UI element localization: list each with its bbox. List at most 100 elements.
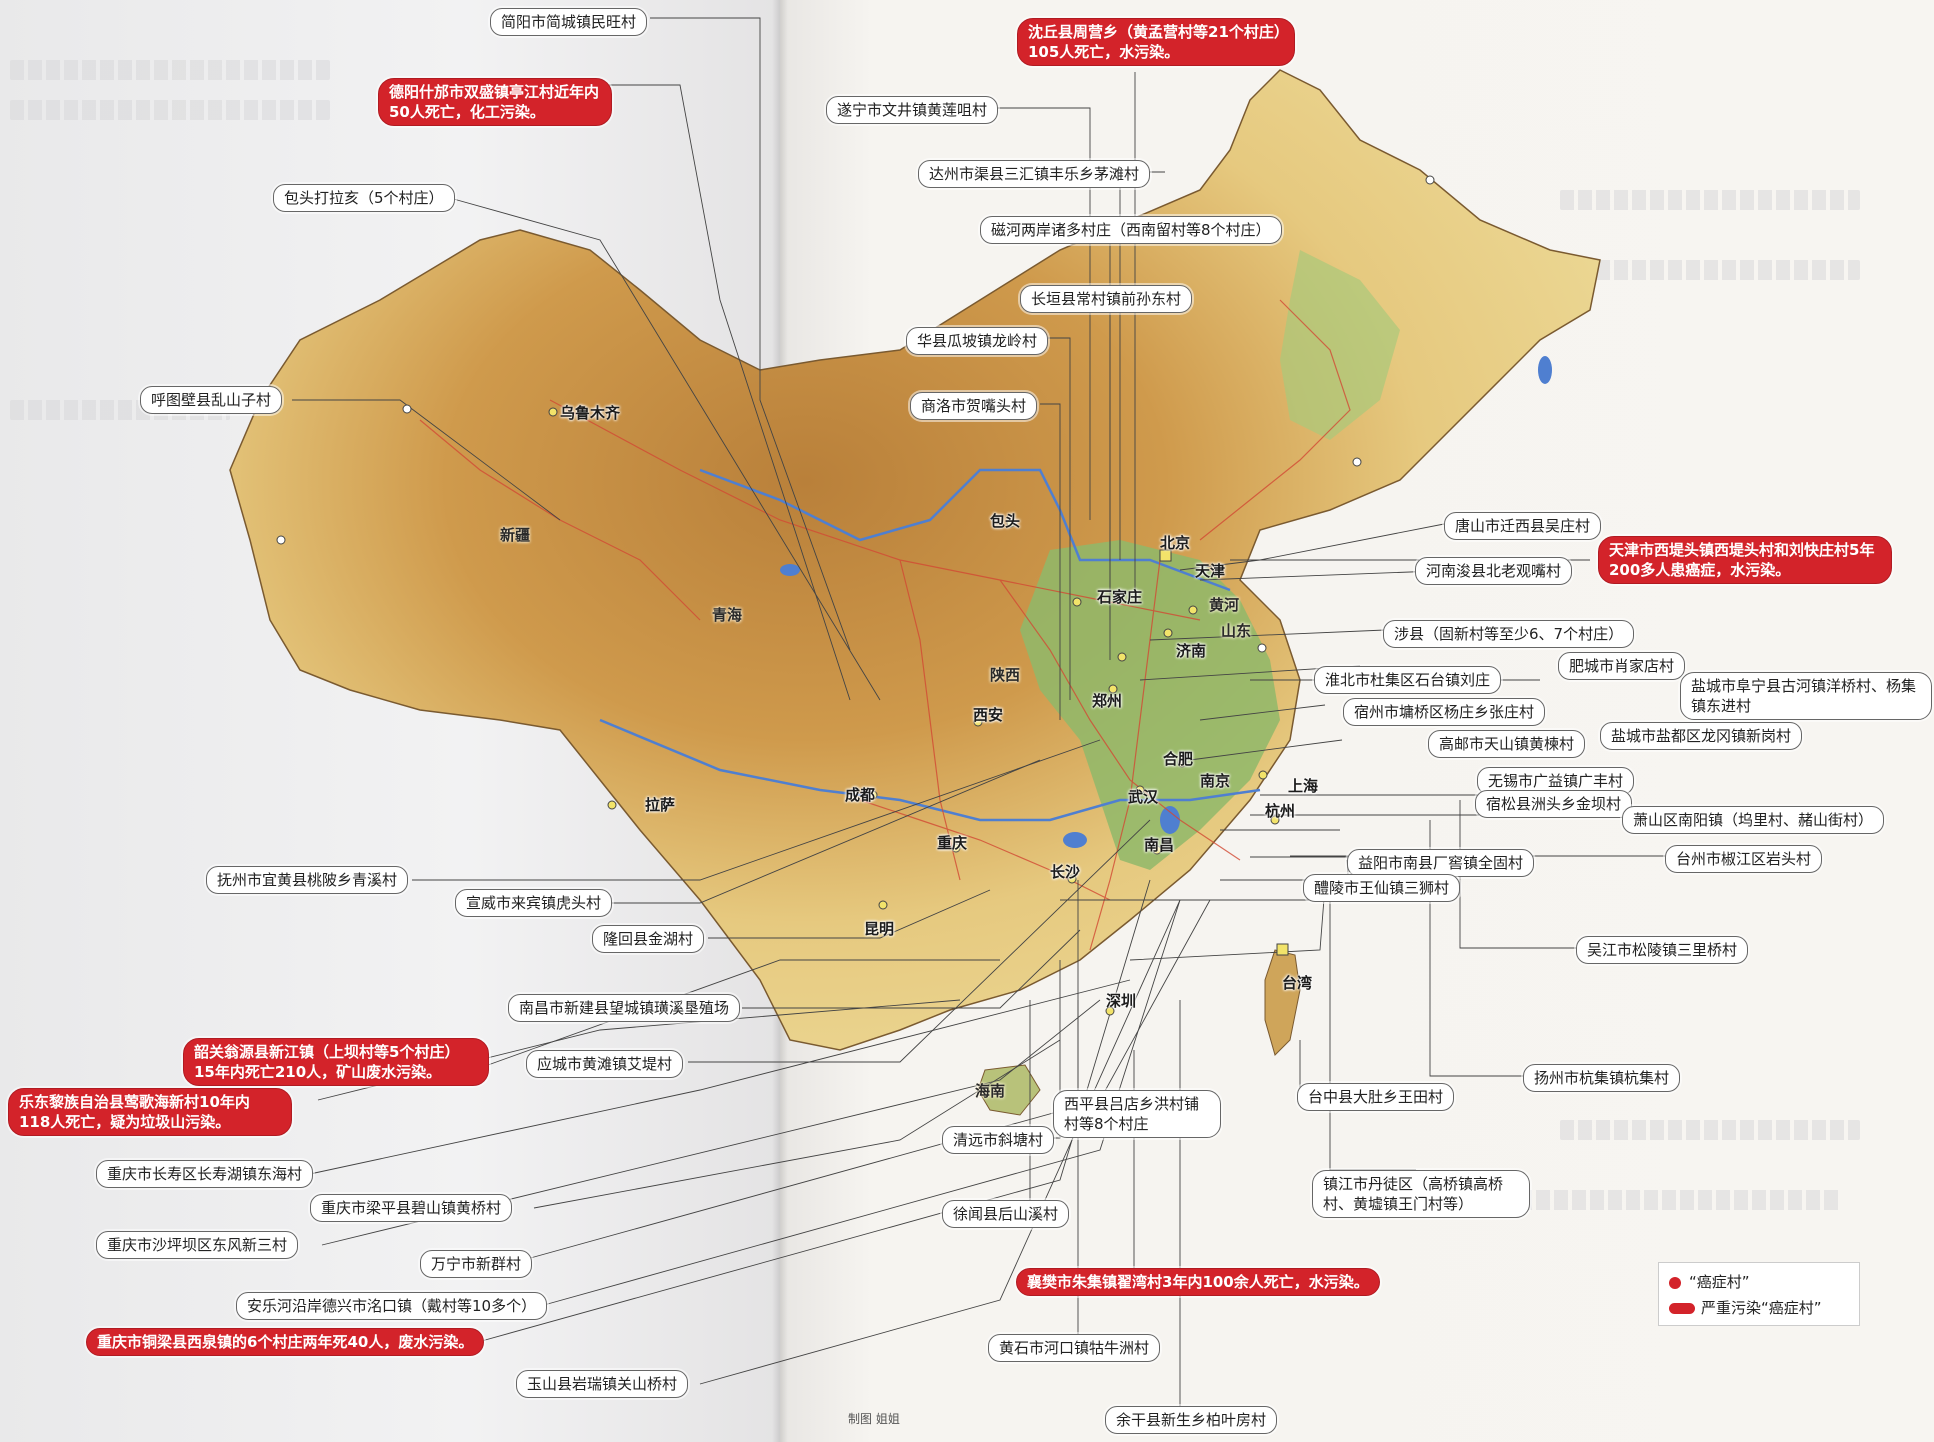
city-label-shanghai: 上海 bbox=[1288, 777, 1319, 795]
legend-item-severe-cancer-village: 严重污染“癌症村” bbox=[1669, 1297, 1822, 1318]
eastern-plain bbox=[1020, 540, 1280, 870]
callout-label: 遂宁市文井镇黄莲咀村 bbox=[826, 96, 999, 124]
callout-label: 盐城市盐都区龙冈镇新岗村 bbox=[1600, 722, 1803, 750]
callout-label: 南昌市新建县望城镇璜溪垦殖场 bbox=[508, 994, 741, 1022]
city-label-nanchang: 南昌 bbox=[1144, 836, 1175, 854]
callout-label-severe: 乐东黎族自治县莺歌海新村10年内118人死亡，疑为垃圾山污染。 bbox=[8, 1088, 292, 1136]
callout-label: 黄石市河口镇牯牛洲村 bbox=[988, 1334, 1161, 1362]
callout-label: 河南浚县北老观嘴村 bbox=[1415, 557, 1573, 585]
callout-label: 镇江市丹徒区（高桥镇高桥村、黄墟镇王门村等） bbox=[1312, 1170, 1530, 1218]
callout-label-severe: 德阳什邡市双盛镇亭江村近年内50人死亡，化工污染。 bbox=[378, 78, 612, 126]
yellow-river bbox=[699, 468, 1231, 592]
city-markers bbox=[548, 407, 1280, 1016]
background-text bbox=[1560, 1120, 1860, 1140]
village-markers bbox=[276, 175, 1435, 653]
dongting-lake bbox=[1063, 832, 1087, 848]
callout-label: 隆回县金湖村 bbox=[592, 925, 705, 953]
city-label-shenzhen: 深圳 bbox=[1106, 992, 1137, 1010]
callout-label: 扬州市杭集镇杭集村 bbox=[1523, 1064, 1681, 1092]
callout-label: 玉山县岩瑞镇关山桥村 bbox=[516, 1370, 689, 1398]
callout-label: 达州市渠县三汇镇丰乐乡茅滩村 bbox=[918, 160, 1151, 188]
province-label-xinjiang: 新疆 bbox=[500, 526, 531, 544]
callout-label: 宣威市来宾镇虎头村 bbox=[455, 889, 613, 917]
background-text bbox=[10, 100, 330, 120]
callout-label: 徐闻县后山溪村 bbox=[942, 1200, 1070, 1228]
callout-label: 宿松县洲头乡金坝村 bbox=[1475, 790, 1633, 818]
province-label-hainan: 海南 bbox=[975, 1082, 1006, 1100]
red-dot-icon bbox=[1669, 1276, 1681, 1289]
city-label-baotou: 包头 bbox=[990, 512, 1021, 530]
callout-label: 唐山市迁西县吴庄村 bbox=[1444, 512, 1602, 540]
callout-label: 涉县（固新村等至少6、7个村庄） bbox=[1383, 620, 1635, 648]
callout-label: 长垣县常村镇前孙东村 bbox=[1020, 285, 1193, 313]
callout-label-severe: 沈丘县周营乡（黄孟营村等21个村庄）105人死亡，水污染。 bbox=[1017, 18, 1295, 66]
city-label-jinan: 济南 bbox=[1176, 642, 1207, 660]
city-label-xian: 西安 bbox=[973, 706, 1004, 724]
callout-label: 清远市斜塘村 bbox=[942, 1126, 1055, 1154]
callout-label: 呼图壁县乱山子村 bbox=[140, 386, 283, 414]
red-bar-icon bbox=[1669, 1303, 1695, 1314]
yangtze-river bbox=[599, 718, 1261, 822]
background-text bbox=[1500, 1190, 1840, 1210]
city-label-beijing: 北京 bbox=[1160, 534, 1191, 552]
province-label-huanghe: 黄河 bbox=[1209, 596, 1240, 614]
city-label-lhasa: 拉萨 bbox=[645, 796, 676, 814]
callout-label: 抚州市宜黄县桃陂乡青溪村 bbox=[206, 866, 409, 894]
city-label-nanjing: 南京 bbox=[1200, 772, 1231, 790]
callout-label-severe: 韶关翁源县新江镇（上坝村等5个村庄）15年内死亡210人，矿山废水污染。 bbox=[183, 1038, 489, 1086]
mainland-shape bbox=[229, 69, 1601, 1051]
callout-label: 华县瓜坡镇龙岭村 bbox=[906, 327, 1049, 355]
background-text bbox=[1560, 190, 1860, 210]
northeast-plain bbox=[1280, 250, 1400, 440]
map-legend: “癌症村” 严重污染“癌症村” bbox=[1658, 1262, 1860, 1326]
province-label-shaanxi: 陕西 bbox=[990, 666, 1021, 684]
map-credit: 制图 姐姐 bbox=[848, 1412, 900, 1426]
city-label-wuhan: 武汉 bbox=[1128, 788, 1159, 806]
hainan-island bbox=[977, 1064, 1041, 1116]
callout-label: 包头打拉亥（5个村庄） bbox=[273, 184, 455, 212]
callout-label: 醴陵市王仙镇三狮村 bbox=[1303, 874, 1461, 902]
city-label-kunming: 昆明 bbox=[864, 920, 895, 938]
city-label-urumqi: 乌鲁木齐 bbox=[560, 404, 621, 422]
callout-label: 磁河两岸诸多村庄（西南留村等8个村庄） bbox=[980, 216, 1282, 244]
callout-label: 萧山区南阳镇（坞里村、赭山街村） bbox=[1622, 806, 1885, 834]
province-label-qinghai: 青海 bbox=[712, 606, 743, 624]
callout-label: 重庆市梁平县碧山镇黄桥村 bbox=[310, 1194, 513, 1222]
callout-label: 宿州市墉桥区杨庄乡张庄村 bbox=[1343, 698, 1546, 726]
callout-label: 吴江市松陵镇三里桥村 bbox=[1576, 936, 1749, 964]
taiwan-island bbox=[1264, 949, 1301, 1056]
callout-label: 安乐河沿岸德兴市洺口镇（戴村等10多个） bbox=[236, 1292, 548, 1320]
taipei-capital-marker bbox=[1276, 943, 1289, 956]
city-label-tianjin: 天津 bbox=[1195, 562, 1226, 580]
background-text bbox=[10, 60, 330, 80]
city-label-zhengzhou: 郑州 bbox=[1092, 692, 1123, 710]
beijing-capital-marker bbox=[1159, 549, 1172, 562]
qinghai-lake bbox=[780, 564, 800, 576]
callout-label: 应城市黄滩镇艾堤村 bbox=[526, 1050, 684, 1078]
city-label-changsha: 长沙 bbox=[1050, 863, 1081, 881]
callout-label: 简阳市简城镇民旺村 bbox=[490, 8, 648, 36]
callout-label: 重庆市长寿区长寿湖镇东海村 bbox=[96, 1160, 314, 1188]
city-label-hangzhou: 杭州 bbox=[1265, 802, 1296, 820]
callout-label-severe: 天津市西堤头镇西堤头村和刘快庄村5年200多人患癌症，水污染。 bbox=[1598, 536, 1892, 584]
callout-label: 台州市椒江区岩头村 bbox=[1665, 845, 1823, 873]
city-label-shijiazhuang: 石家庄 bbox=[1097, 588, 1143, 606]
city-label-hefei: 合肥 bbox=[1163, 750, 1194, 768]
callout-label: 高邮市天山镇黄楝村 bbox=[1428, 730, 1586, 758]
callout-label: 肥城市肖家店村 bbox=[1558, 652, 1686, 680]
province-label-shandong: 山东 bbox=[1221, 622, 1252, 640]
city-label-taiwan: 台湾 bbox=[1282, 974, 1313, 992]
background-text bbox=[1560, 260, 1860, 280]
city-label-chongqing: 重庆 bbox=[937, 834, 968, 852]
callout-label: 万宁市新群村 bbox=[420, 1250, 533, 1278]
callout-label: 重庆市沙坪坝区东风新三村 bbox=[96, 1231, 299, 1259]
callout-label: 淮北市杜集区石台镇刘庄 bbox=[1314, 666, 1502, 694]
callout-label: 台中县大肚乡王田村 bbox=[1297, 1083, 1455, 1111]
callout-label-severe: 重庆市铜梁县西泉镇的6个村庄两年死40人，废水污染。 bbox=[86, 1328, 485, 1356]
poyang-lake bbox=[1160, 806, 1180, 834]
legend-item-cancer-village: “癌症村” bbox=[1669, 1271, 1750, 1292]
callout-label: 商洛市贺嘴头村 bbox=[910, 392, 1038, 420]
callout-label-severe: 襄樊市朱集镇翟湾村3年内100余人死亡，水污染。 bbox=[1016, 1268, 1380, 1296]
callout-label: 盐城市阜宁县古河镇洋桥村、杨集镇东进村 bbox=[1680, 672, 1932, 720]
